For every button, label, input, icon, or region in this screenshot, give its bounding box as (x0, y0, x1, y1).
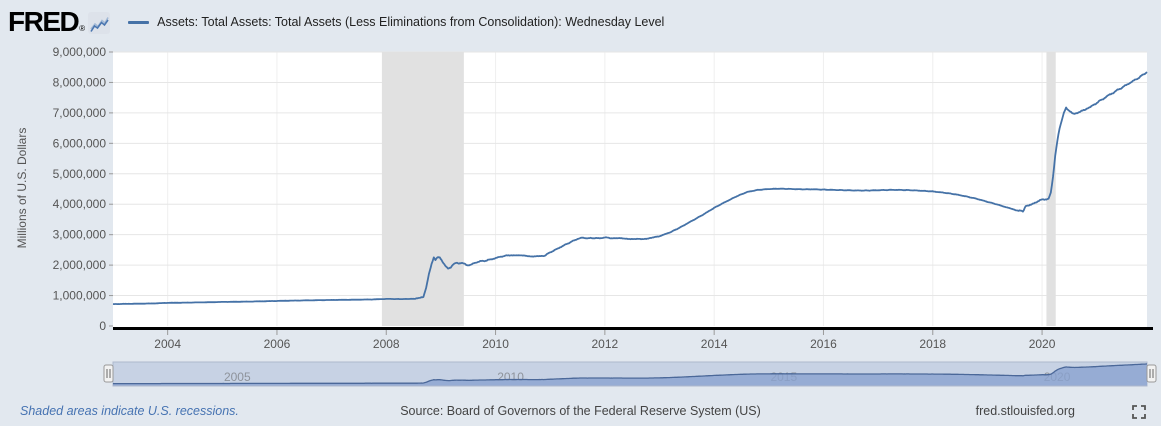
navigator-year-label: 2005 (224, 370, 251, 384)
fred-logo-text: FRED (8, 6, 80, 37)
navigator-handle-right[interactable] (1146, 364, 1157, 383)
fred-logo[interactable]: FRED ® (8, 6, 111, 38)
registered-trademark: ® (79, 24, 86, 33)
navigator-area (113, 363, 1147, 386)
series-line[interactable] (112, 71, 1148, 305)
legend-item[interactable]: Assets: Total Assets: Total Assets (Less… (128, 15, 664, 29)
y-tick-label: 2,000,000 (53, 258, 107, 272)
x-tick-label: 2008 (373, 337, 400, 351)
footer: Shaded areas indicate U.S. recessions. S… (0, 398, 1161, 424)
x-tick-label: 2018 (919, 337, 946, 351)
y-tick-label: 1,000,000 (53, 289, 107, 303)
y-tick-label: 9,000,000 (53, 45, 107, 59)
x-tick-label: 2012 (592, 337, 619, 351)
x-tick-label: 2016 (810, 337, 837, 351)
y-tick-label: 3,000,000 (53, 228, 107, 242)
fullscreen-expand-icon[interactable] (1131, 404, 1147, 420)
recession-note-link[interactable]: Shaded areas indicate U.S. recessions. (20, 404, 239, 418)
y-tick-label: 6,000,000 (53, 136, 107, 150)
navigator-handle-left[interactable] (103, 364, 114, 383)
x-tick-label: 2010 (482, 337, 509, 351)
navigator-line (113, 363, 1148, 385)
plot-area[interactable] (113, 52, 1147, 328)
legend-line-swatch (128, 20, 150, 24)
legend-series-label: Assets: Total Assets: Total Assets (Less… (157, 15, 665, 29)
x-axis-line (113, 327, 1153, 330)
x-tick-label: 2014 (701, 337, 728, 351)
y-tick-label: 5,000,000 (53, 167, 107, 181)
line-chart-icon (88, 12, 111, 34)
source-text[interactable]: Source: Board of Governors of the Federa… (400, 404, 761, 418)
y-tick-label: 8,000,000 (53, 75, 107, 89)
site-link[interactable]: fred.stlouisfed.org (975, 404, 1075, 418)
x-tick-label: 2020 (1029, 337, 1056, 351)
header: FRED ® Assets: Total Assets: Total Asset… (0, 0, 1161, 44)
x-tick-label: 2004 (154, 337, 181, 351)
recession-band (381, 52, 464, 326)
x-tick-label: 2006 (264, 337, 291, 351)
y-tick-label: 7,000,000 (53, 106, 107, 120)
y-tick-label: 0 (99, 319, 106, 333)
y-tick-label: 4,000,000 (53, 197, 107, 211)
